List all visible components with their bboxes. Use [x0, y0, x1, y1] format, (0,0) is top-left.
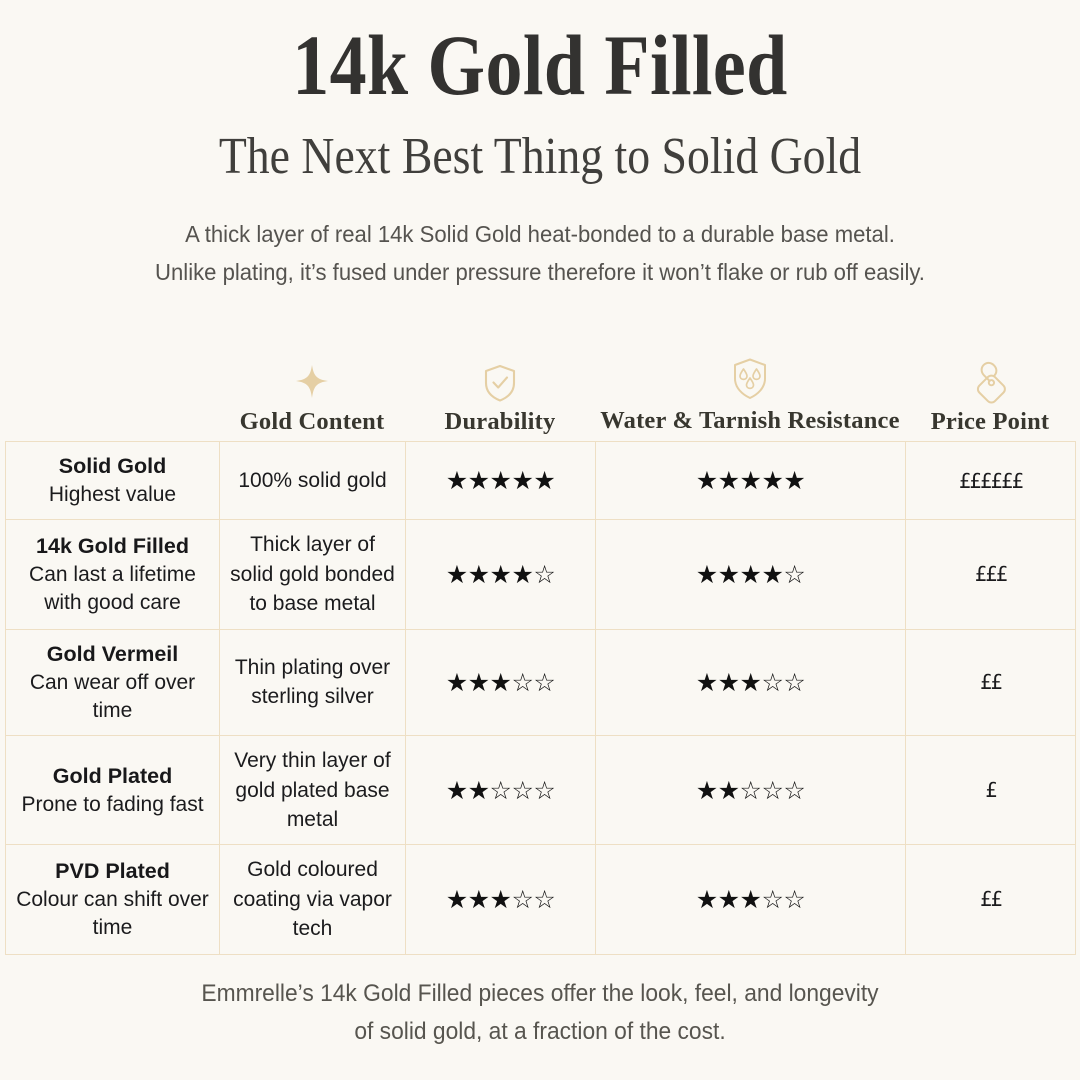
cell-water-resistance-rating: ★★☆☆☆ — [595, 735, 906, 846]
metal-type-name: PVD Plated — [55, 858, 170, 883]
star-rating: ★★☆☆☆ — [695, 775, 806, 805]
metal-type-note: Highest value — [48, 483, 177, 507]
star-rating: ★★★★★ — [445, 466, 556, 496]
metal-type-name: 14k Gold Filled — [36, 533, 189, 558]
metal-type-note: Prone to fading fast — [21, 792, 204, 816]
hero-description-line-1: A thick layer of real 14k Solid Gold hea… — [185, 220, 895, 247]
price-indicator: ££ — [979, 887, 1003, 912]
cell-gold-content: 100% solid gold — [219, 440, 406, 521]
metal-type-note: Colour can shift over time — [16, 887, 209, 939]
star-rating: ★★☆☆☆ — [445, 775, 556, 805]
column-header-label: Durability — [444, 408, 556, 436]
column-header-water-tarnish: Water & Tarnish Resistance — [595, 326, 905, 441]
cell-gold-content: Gold coloured coating via vapor tech — [219, 844, 406, 955]
cell-metal-type: PVD Plated Colour can shift over time — [5, 844, 220, 955]
column-header-label: Water & Tarnish Resistance — [600, 406, 900, 434]
price-indicator: £££ — [974, 562, 1008, 587]
metal-type-note: Can last a lifetime with good care — [29, 562, 196, 614]
footer-line-1: Emmrelle’s 14k Gold Filled pieces offer … — [201, 980, 879, 1007]
cell-water-resistance-rating: ★★★★★ — [595, 440, 906, 521]
cell-metal-type: Gold Vermeil Can wear off over time — [5, 628, 220, 737]
column-header-durability: Durability — [405, 326, 595, 441]
star-rating: ★★★☆☆ — [695, 667, 806, 697]
cell-metal-type: Gold Plated Prone to fading fast — [5, 735, 220, 846]
cell-price-point: £ — [905, 735, 1076, 846]
cell-gold-content: Thin plating over sterling silver — [219, 628, 406, 737]
metal-type-name: Gold Vermeil — [46, 641, 179, 666]
cell-metal-type: 14k Gold Filled Can last a lifetime with… — [5, 519, 220, 630]
cell-durability-rating: ★★☆☆☆ — [405, 735, 596, 846]
column-header-spacer — [5, 326, 219, 441]
column-header-row: Gold Content Durability Water & Tar — [5, 326, 1075, 441]
metal-type-name: Gold Plated — [52, 763, 173, 788]
cell-durability-rating: ★★★★☆ — [405, 519, 596, 630]
star-rating: ★★★☆☆ — [695, 884, 806, 914]
column-header-label: Gold Content — [239, 408, 385, 436]
shield-check-icon — [481, 360, 519, 404]
footer-line-2: of solid gold, at a fraction of the cost… — [354, 1018, 726, 1046]
cell-water-resistance-rating: ★★★☆☆ — [595, 844, 906, 955]
cell-durability-rating: ★★★☆☆ — [405, 844, 596, 955]
star-rating: ★★★★☆ — [445, 559, 556, 589]
cell-price-point: £££ — [905, 519, 1076, 630]
cell-water-resistance-rating: ★★★☆☆ — [595, 628, 906, 737]
price-tag-icon — [969, 360, 1011, 404]
star-rating: ★★★★☆ — [695, 559, 806, 589]
shield-droplets-icon — [730, 358, 770, 402]
price-indicator: ££ — [979, 670, 1003, 695]
table-row: Gold Vermeil Can wear off over time Thin… — [5, 628, 1076, 737]
cell-gold-content: Thick layer of solid gold bonded to base… — [219, 519, 406, 630]
column-header-label: Price Point — [930, 408, 1050, 436]
cell-price-point: ££ — [905, 844, 1076, 955]
footer-text: Emmrelle’s 14k Gold Filled pieces offer … — [27, 975, 1053, 1052]
hero-description: A thick layer of real 14k Solid Gold hea… — [70, 215, 1010, 291]
cell-durability-rating: ★★★★★ — [405, 440, 596, 521]
cell-gold-content: Very thin layer of gold plated base meta… — [219, 735, 406, 846]
hero-section: 14k Gold Filled The Next Best Thing to S… — [0, 0, 1080, 291]
page-title: 14k Gold Filled — [292, 17, 788, 113]
cell-metal-type: Solid Gold Highest value — [5, 440, 220, 521]
price-indicator: £ — [985, 778, 997, 803]
table-row: Gold Plated Prone to fading fast Very th… — [5, 735, 1076, 846]
column-header-gold-content: Gold Content — [219, 326, 405, 441]
price-indicator: ££££££ — [958, 468, 1024, 493]
page-subtitle: The Next Best Thing to Solid Gold — [218, 128, 862, 185]
metal-type-note: Can wear off over time — [29, 670, 196, 722]
cell-durability-rating: ★★★☆☆ — [405, 628, 596, 737]
cell-water-resistance-rating: ★★★★☆ — [595, 519, 906, 630]
table-row: 14k Gold Filled Can last a lifetime with… — [5, 519, 1076, 630]
metal-type-name: Solid Gold — [58, 454, 167, 478]
sparkle-icon — [291, 360, 333, 404]
star-rating: ★★★☆☆ — [445, 884, 556, 914]
table-row: PVD Plated Colour can shift over time Go… — [5, 844, 1076, 955]
cell-price-point: ££££££ — [905, 440, 1076, 521]
star-rating: ★★★☆☆ — [445, 667, 556, 697]
table-row: Solid Gold Highest value 100% solid gold… — [5, 440, 1076, 521]
comparison-table: Solid Gold Highest value 100% solid gold… — [5, 440, 1076, 955]
column-header-price-point: Price Point — [905, 326, 1075, 441]
hero-description-line-2: Unlike plating, it’s fused under pressur… — [155, 258, 925, 285]
star-rating: ★★★★★ — [695, 466, 806, 496]
cell-price-point: ££ — [905, 628, 1076, 737]
